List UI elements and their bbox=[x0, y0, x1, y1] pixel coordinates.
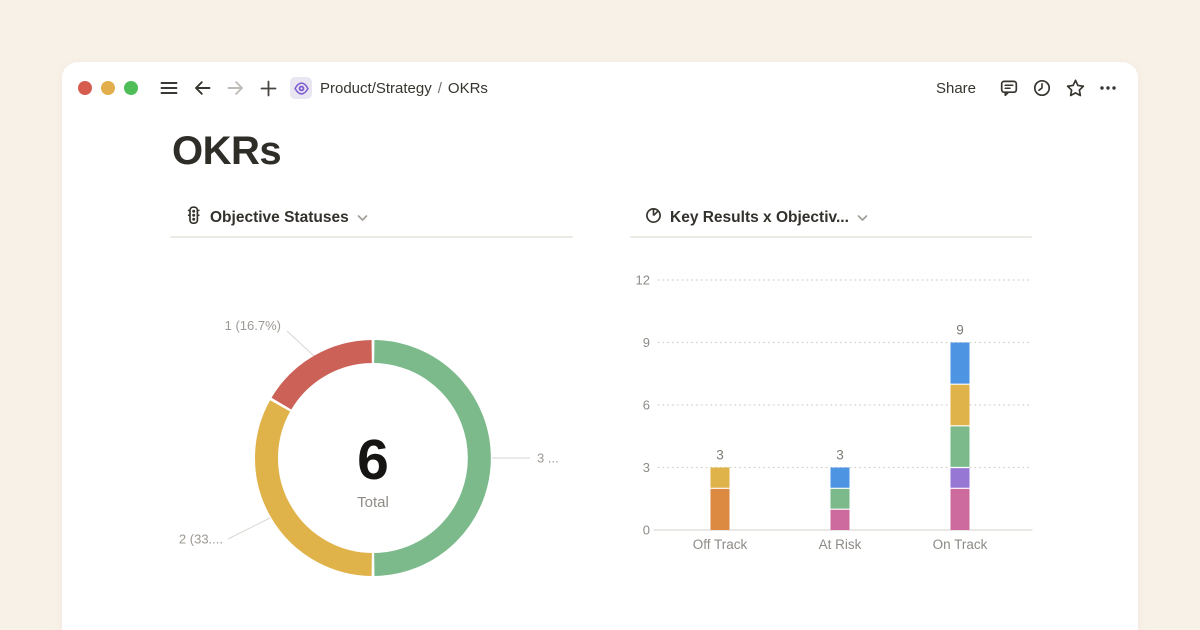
page-title[interactable]: OKRs bbox=[172, 129, 282, 173]
chevron-down-icon bbox=[857, 209, 868, 227]
pie-icon bbox=[645, 207, 662, 229]
toolbar: Product/Strategy / OKRs Share bbox=[78, 74, 1120, 102]
back-icon[interactable] bbox=[190, 76, 214, 100]
section-divider bbox=[630, 236, 1032, 238]
svg-text:3: 3 bbox=[643, 460, 650, 475]
svg-text:3: 3 bbox=[716, 448, 724, 463]
breadcrumb-separator: / bbox=[437, 79, 442, 97]
chart-header-objective-statuses[interactable]: Objective Statuses bbox=[185, 206, 368, 230]
hamburger-icon[interactable] bbox=[157, 76, 181, 100]
chart-title: Key Results x Objectiv... bbox=[670, 209, 849, 226]
share-button[interactable]: Share bbox=[935, 79, 976, 97]
plus-icon[interactable] bbox=[256, 76, 280, 100]
window-close-button[interactable] bbox=[78, 81, 92, 95]
chart-header-key-results[interactable]: Key Results x Objectiv... bbox=[645, 206, 868, 230]
breadcrumb-item-okrs[interactable]: OKRs bbox=[447, 79, 488, 97]
svg-text:9: 9 bbox=[956, 323, 964, 338]
svg-text:2 (33....: 2 (33.... bbox=[179, 532, 223, 547]
chevron-down-icon bbox=[357, 209, 368, 227]
svg-text:Total: Total bbox=[357, 494, 389, 511]
svg-text:3 ...: 3 ... bbox=[537, 451, 559, 466]
window-minimize-button[interactable] bbox=[101, 81, 115, 95]
svg-text:3: 3 bbox=[836, 448, 844, 463]
status-icon bbox=[185, 206, 202, 230]
window-zoom-button[interactable] bbox=[124, 81, 138, 95]
page-eye-icon[interactable] bbox=[290, 77, 312, 99]
donut-chart[interactable]: 3 ... 2 (33.... 1 (16.7%) 6 Total bbox=[170, 290, 576, 620]
bar-chart[interactable]: 0 3 6 9 12 3 Off Track 3 At Risk 9 On Track bbox=[630, 260, 1040, 560]
comment-icon[interactable] bbox=[997, 76, 1021, 100]
svg-text:1 (16.7%): 1 (16.7%) bbox=[225, 318, 281, 333]
forward-icon[interactable] bbox=[223, 76, 247, 100]
svg-text:Off Track: Off Track bbox=[693, 537, 748, 552]
section-divider bbox=[170, 236, 573, 238]
chart-title: Objective Statuses bbox=[210, 209, 349, 226]
star-icon[interactable] bbox=[1063, 76, 1087, 100]
svg-text:At Risk: At Risk bbox=[819, 537, 862, 552]
history-icon[interactable] bbox=[1030, 76, 1054, 100]
svg-text:12: 12 bbox=[636, 273, 650, 288]
svg-text:9: 9 bbox=[643, 335, 650, 350]
breadcrumb: Product/Strategy / OKRs bbox=[320, 80, 488, 97]
app-window: Product/Strategy / OKRs Share bbox=[62, 62, 1138, 630]
svg-text:6: 6 bbox=[643, 398, 650, 413]
more-icon[interactable] bbox=[1096, 76, 1120, 100]
window-controls bbox=[78, 81, 138, 95]
svg-text:6: 6 bbox=[357, 428, 389, 492]
svg-text:On Track: On Track bbox=[933, 537, 988, 552]
breadcrumb-item-product-strategy[interactable]: Product/Strategy bbox=[320, 79, 432, 97]
svg-text:0: 0 bbox=[643, 523, 650, 538]
